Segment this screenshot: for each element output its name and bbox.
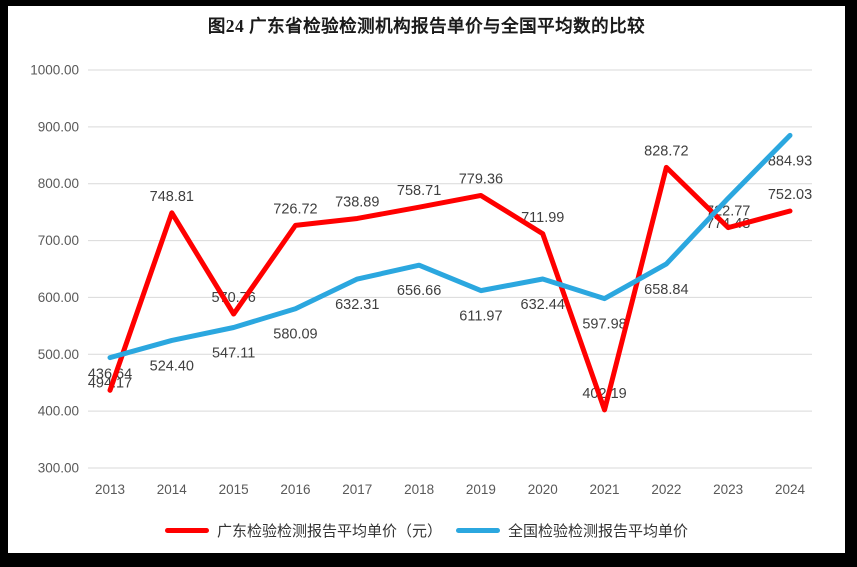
data-label: 758.71	[397, 183, 441, 199]
legend-line-swatch-guangdong	[164, 528, 209, 533]
data-label: 726.72	[273, 201, 317, 217]
data-label: 658.84	[644, 282, 688, 298]
x-axis-tick-label: 2014	[157, 482, 188, 497]
data-label: 524.40	[150, 358, 194, 374]
data-label: 580.09	[273, 327, 317, 343]
data-label: 632.44	[521, 297, 565, 313]
x-axis-tick-label: 2018	[404, 482, 434, 497]
series-line	[107, 164, 793, 413]
legend-label-national: 全国检验检测报告平均单价	[508, 523, 689, 540]
data-label: 632.31	[335, 297, 379, 313]
y-axis-tick-label: 800.00	[38, 176, 79, 191]
x-axis-tick-label: 2021	[590, 482, 620, 497]
x-axis-tick-label: 2015	[219, 482, 249, 497]
x-axis-tick-label: 2013	[95, 482, 125, 497]
chart-card: 图24 广东省检验检测机构报告单价与全国平均数的比较 300.00 400.00 5…	[8, 6, 845, 553]
data-label: 748.81	[150, 189, 194, 205]
data-label: 597.98	[582, 317, 626, 333]
x-axis-tick-label: 2016	[280, 482, 310, 497]
data-label: 828.72	[644, 143, 688, 159]
series-line	[107, 132, 793, 361]
legend-item-national: 全国检验检测报告平均单价	[456, 520, 688, 541]
x-axis-tick-label: 2019	[466, 482, 496, 497]
x-axis-tick-label: 2024	[775, 482, 806, 497]
data-label: 402.19	[582, 386, 626, 402]
legend-label-guangdong: 广东检验检测报告平均单价（元）	[216, 523, 442, 540]
data-label: 436.64	[88, 366, 132, 382]
data-label: 656.66	[397, 283, 441, 299]
y-axis-tick-label: 700.00	[38, 233, 79, 248]
x-axis-tick-label: 2017	[342, 482, 372, 497]
y-axis-tick-label: 400.00	[38, 404, 79, 419]
data-label: 547.11	[212, 346, 255, 362]
data-label: 884.93	[768, 153, 812, 169]
data-label: 752.03	[768, 187, 812, 203]
y-axis-tick-label: 500.00	[38, 347, 79, 362]
y-axis-tick-label: 1000.00	[30, 63, 79, 78]
x-axis-tick-label: 2022	[651, 482, 681, 497]
chart-title: 图24 广东省检验检测机构报告单价与全国平均数的比较	[207, 16, 646, 36]
x-axis-tick-label: 2020	[528, 482, 558, 497]
data-label: 779.36	[459, 171, 503, 187]
data-label: 738.89	[335, 194, 379, 210]
data-label: 711.99	[521, 210, 564, 226]
x-axis-tick-label: 2023	[713, 482, 743, 497]
chart-legend: 广东检验检测报告平均单价（元） 全国检验检测报告平均单价	[8, 520, 845, 541]
y-axis-tick-label: 300.00	[38, 461, 79, 476]
legend-item-guangdong: 广东检验检测报告平均单价（元）	[164, 520, 442, 541]
line-chart-plot-area: 300.00 400.00 500.00 600.00 700.00 800.00 900.…	[30, 63, 812, 498]
legend-line-swatch-national	[456, 528, 500, 533]
y-axis-tick-label: 900.00	[38, 119, 79, 134]
y-axis-tick-label: 600.00	[38, 290, 79, 305]
data-label: 611.97	[459, 309, 502, 325]
